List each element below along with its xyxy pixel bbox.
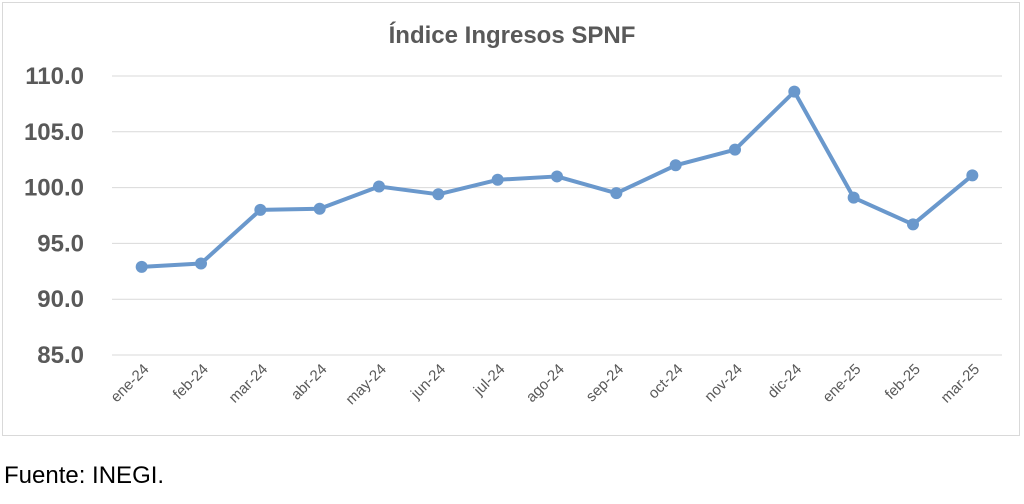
gridlines	[112, 75, 1002, 356]
x-tick-label: mar-24	[226, 361, 272, 407]
data-point	[847, 191, 860, 204]
data-point	[729, 143, 741, 156]
data-point	[313, 202, 326, 215]
source-note: Fuente: INEGI.	[4, 462, 165, 489]
data-point	[195, 257, 207, 270]
data-point	[491, 173, 504, 186]
x-tick-label: ene-24	[107, 361, 152, 406]
x-tick-label: jun-24	[407, 361, 449, 403]
x-tick-label: mar-25	[938, 361, 984, 407]
data-point	[610, 187, 623, 200]
y-tick-label: 100.0	[24, 175, 84, 202]
x-tick-label: feb-25	[882, 361, 924, 403]
y-tick-label: 110.0	[25, 63, 84, 90]
data-point	[966, 169, 979, 182]
x-tick-label: may-24	[342, 361, 389, 408]
x-tick-label: jul-24	[470, 361, 509, 400]
series-group	[135, 85, 979, 273]
data-point	[551, 170, 563, 183]
data-point	[788, 85, 801, 98]
y-tick-label: 90.0	[37, 286, 84, 313]
x-tick-label: abr-24	[288, 361, 331, 404]
data-point	[254, 203, 267, 216]
x-axis-ticks: ene-24 feb-24 mar-24 abr-24 may-24 jun-24 jul-…	[107, 361, 983, 408]
data-point	[907, 218, 919, 231]
y-tick-label: 85.0	[37, 342, 84, 369]
y-axis-ticks: 85.0 90.0 95.0 100.0 105.0 110.0	[24, 63, 84, 369]
data-point	[432, 188, 445, 201]
x-tick-label: ago-24	[523, 361, 568, 406]
data-point	[135, 260, 148, 273]
data-point	[373, 180, 385, 193]
y-tick-label: 105.0	[24, 119, 84, 146]
chart-frame	[2, 2, 1020, 436]
x-tick-label: sep-24	[583, 361, 627, 405]
x-tick-label: feb-24	[170, 361, 212, 403]
x-tick-label: oct-24	[645, 361, 687, 403]
x-tick-label: nov-24	[701, 361, 745, 405]
data-point	[669, 159, 682, 172]
x-tick-label: dic-24	[764, 361, 805, 402]
y-tick-label: 95.0	[37, 230, 84, 257]
chart-title: Índice Ingresos SPNF	[388, 22, 636, 49]
x-tick-label: ene-25	[819, 361, 864, 406]
